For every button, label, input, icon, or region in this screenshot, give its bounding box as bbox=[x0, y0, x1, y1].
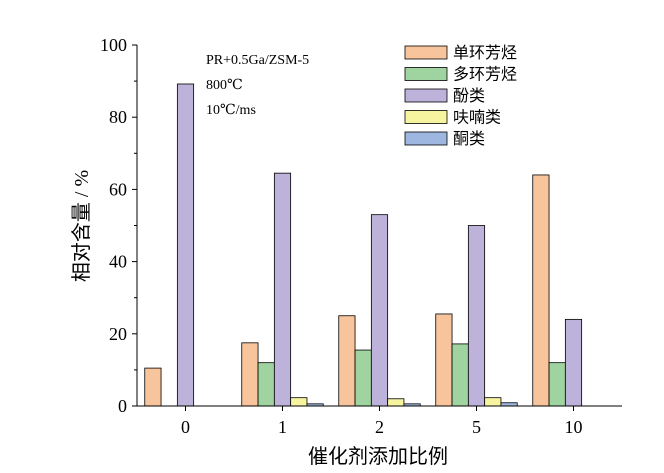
x-axis-label: 催化剂添加比例 bbox=[308, 445, 448, 468]
bar-1-cat-10 bbox=[532, 174, 550, 407]
annotations: PR+0.5Ga/ZSM-5 800℃ 10℃/ms bbox=[206, 53, 309, 118]
annotation-heating-rate: 10℃/ms bbox=[206, 103, 256, 118]
x-tick-label: 0 bbox=[181, 417, 190, 437]
y-tick-label: 0 bbox=[118, 396, 127, 416]
x-ticks: 0 1 2 5 10 bbox=[181, 406, 583, 437]
bar-1-cat-5 bbox=[435, 313, 453, 407]
x-tick-label: 10 bbox=[565, 417, 583, 437]
bar-1-cat-2 bbox=[338, 315, 356, 407]
y-tick-label: 40 bbox=[109, 252, 127, 272]
legend-label: 酚类 bbox=[453, 87, 485, 105]
annotation-temperature: 800℃ bbox=[206, 78, 243, 93]
bars bbox=[144, 83, 583, 407]
bar-3-cat-1 bbox=[273, 172, 292, 407]
x-tick-label: 5 bbox=[472, 417, 481, 437]
bar-2-cat-1 bbox=[257, 362, 275, 407]
y-tick-label: 60 bbox=[109, 179, 127, 199]
y-tick-label: 100 bbox=[100, 35, 127, 55]
bar-4-cat-5 bbox=[484, 397, 502, 407]
legend-swatch bbox=[404, 45, 448, 60]
x-tick-label: 2 bbox=[375, 417, 384, 437]
y-ticks: 0 20 40 60 80 100 bbox=[100, 35, 137, 416]
y-tick-label: 80 bbox=[109, 107, 127, 127]
legend-label: 酮类 bbox=[453, 130, 485, 148]
bar-2-cat-2 bbox=[354, 349, 372, 407]
y-axis-label: 相对含量 / % bbox=[70, 170, 93, 282]
x-tick-label: 1 bbox=[278, 417, 287, 437]
legend-swatch bbox=[404, 110, 448, 124]
bar-1-cat-1 bbox=[241, 342, 259, 407]
bar-2-cat-5 bbox=[451, 343, 469, 407]
bar-1-cat-0 bbox=[144, 367, 162, 407]
bar-3-cat-0 bbox=[176, 83, 195, 407]
bar-4-cat-2 bbox=[387, 398, 405, 407]
legend-swatch bbox=[404, 67, 448, 81]
bar-3-cat-10 bbox=[564, 318, 583, 407]
legend-swatch bbox=[404, 131, 448, 146]
legend-label: 呋喃类 bbox=[453, 109, 501, 127]
legend-label: 单环芳烃 bbox=[453, 44, 517, 62]
legend-label: 多环芳烃 bbox=[453, 66, 517, 84]
y-tick-label: 20 bbox=[109, 324, 127, 344]
bar-3-cat-2 bbox=[370, 214, 389, 407]
annotation-catalyst: PR+0.5Ga/ZSM-5 bbox=[206, 53, 309, 68]
legend-swatch bbox=[404, 88, 448, 103]
bar-3-cat-5 bbox=[467, 225, 486, 407]
bar-2-cat-10 bbox=[548, 362, 566, 407]
bar-4-cat-1 bbox=[290, 397, 308, 407]
